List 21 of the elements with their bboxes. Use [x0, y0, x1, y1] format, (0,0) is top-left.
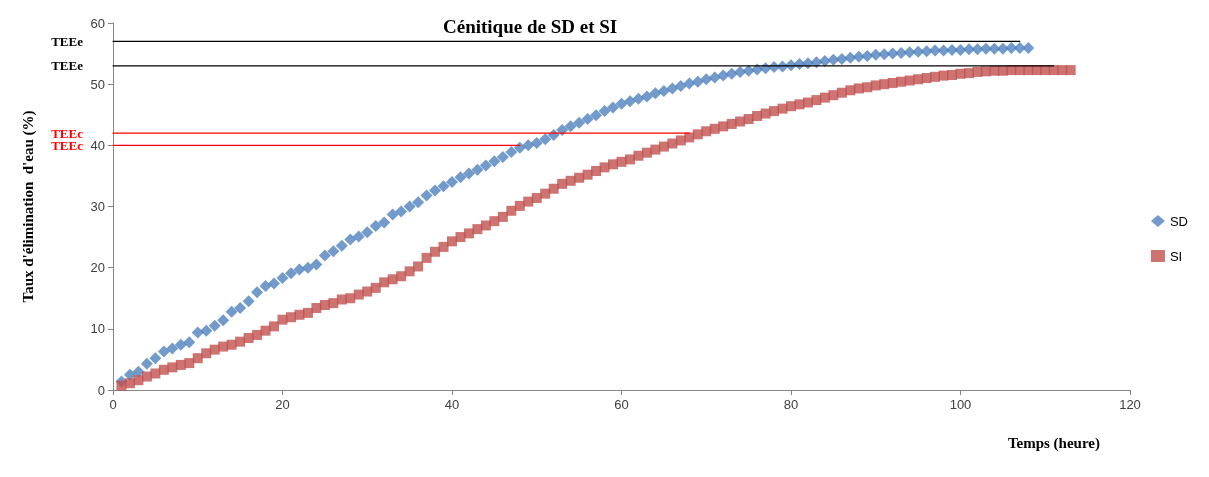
y-tick-label: 0: [97, 382, 105, 398]
x-tick-label: 20: [275, 397, 290, 412]
y-axis-title: Taux d'élimination d'eau (%): [19, 110, 37, 303]
x-axis-title: Temps (heure): [1007, 434, 1100, 452]
x-tick-label: 60: [614, 397, 629, 412]
x-tick-label: 40: [444, 397, 460, 412]
text: TEEe: [51, 58, 84, 74]
chart-title: Cénitique de SD et SI: [443, 16, 618, 37]
y-tick-label: 10: [90, 321, 105, 337]
y-tick-label: 40: [90, 137, 105, 153]
text: TEEe: [51, 33, 84, 49]
x-tick-label: 100: [949, 397, 972, 412]
x-tick-label: 80: [783, 397, 799, 412]
legend-label: SI: [1169, 248, 1183, 264]
y-tick-label: 20: [90, 260, 105, 276]
legend-label: SD: [1169, 213, 1188, 229]
y-tick-label: 30: [90, 199, 105, 214]
y-tick-label: 60: [90, 15, 105, 31]
y-tick-label: 50: [90, 76, 105, 92]
x-tick-label: 0: [109, 397, 117, 412]
x-tick-label: 120: [1119, 397, 1141, 412]
